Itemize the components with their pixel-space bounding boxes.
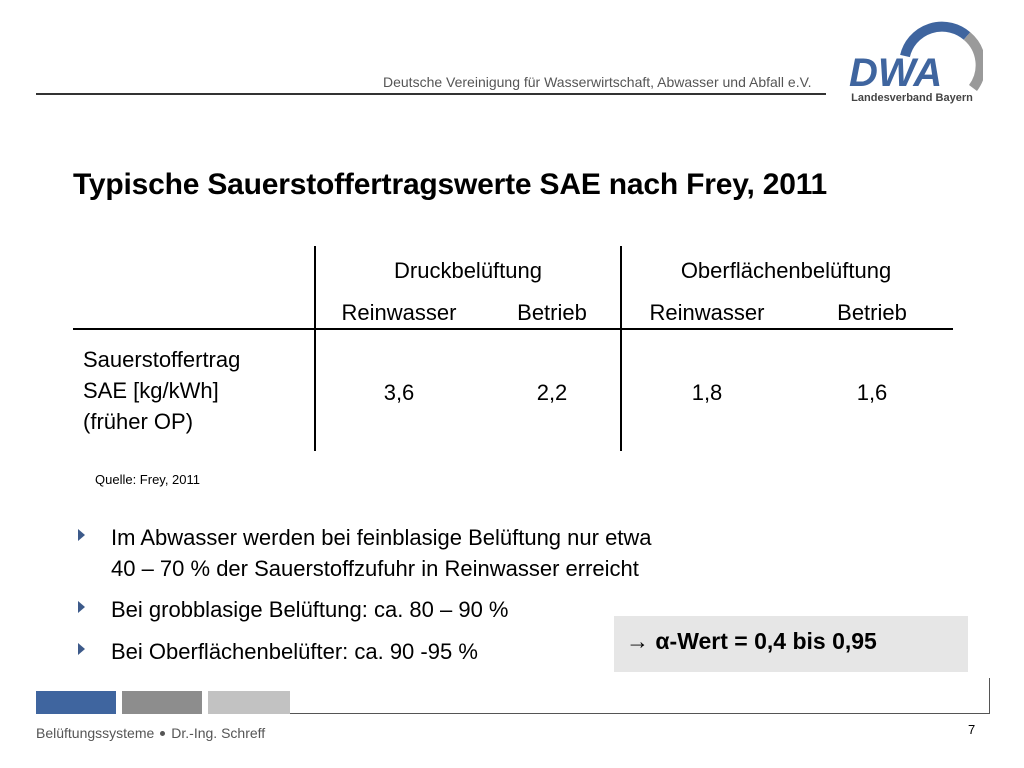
footer-bar-gray xyxy=(122,691,202,714)
source-note: Quelle: Frey, 2011 xyxy=(95,472,201,487)
row-label-line-2: SAE [kg/kWh] xyxy=(83,378,219,403)
logo-arc-gray xyxy=(963,32,983,92)
bullet-arrow-icon xyxy=(78,529,85,541)
footer-topic: Belüftungssysteme xyxy=(36,725,155,741)
value-ober-betrieb: 1,6 xyxy=(856,380,888,405)
table-header-rule xyxy=(73,328,953,330)
table-vline-2 xyxy=(620,246,622,451)
slide-title: Typische Sauerstoffertragswerte SAE nach… xyxy=(73,168,828,201)
value-druck-reinwasser: 3,6 xyxy=(383,380,415,405)
row-label-line-3: (früher OP) xyxy=(83,409,194,434)
bullet-arrow-icon xyxy=(78,643,85,655)
row-label-line-1: Sauerstoffertrag xyxy=(83,347,241,372)
group-header-druck: Druckbelüftung xyxy=(394,258,542,283)
bullet-1-line-1: Im Abwasser werden bei feinblasige Belüf… xyxy=(111,525,652,550)
bullet-3-text: Bei Oberflächenbelüfter: ca. 90 -95 % xyxy=(111,639,478,664)
footer-bar-blue xyxy=(36,691,116,714)
dwa-logo: DWA xyxy=(849,21,983,95)
bullet-1-line-2: 40 – 70 % der Sauerstoffzufuhr in Reinwa… xyxy=(111,556,639,581)
logo-arc-blue xyxy=(900,21,971,58)
table-vline-1 xyxy=(314,246,316,451)
footer-divider xyxy=(290,713,990,714)
value-ober-reinwasser: 1,8 xyxy=(691,380,723,405)
sae-table: Druckbelüftung Oberflächenbelüftung Rein… xyxy=(73,246,953,451)
subheader-betrieb-2: Betrieb xyxy=(837,300,907,325)
organization-name: Deutsche Vereinigung für Wasserwirtschaf… xyxy=(383,74,812,90)
logo-text: DWA xyxy=(849,51,942,95)
subheader-reinwasser-2: Reinwasser xyxy=(649,300,765,325)
bullet-arrow-icon xyxy=(78,601,85,613)
subheader-reinwasser-1: Reinwasser xyxy=(341,300,457,325)
subheader-betrieb-1: Betrieb xyxy=(517,300,587,325)
alpha-value-text: → α-Wert = 0,4 bis 0,95 xyxy=(626,628,877,654)
footer-right-divider xyxy=(989,678,990,714)
header-divider xyxy=(36,93,826,95)
page-number: 7 xyxy=(968,722,976,737)
value-druck-betrieb: 2,2 xyxy=(536,380,568,405)
footer-text: Belüftungssysteme Dr.-Ing. Schreff xyxy=(36,725,265,741)
bullet-2-text: Bei grobblasige Belüftung: ca. 80 – 90 % xyxy=(111,597,509,622)
footer-author: Dr.-Ing. Schreff xyxy=(171,725,266,741)
footer-bar-lightgray xyxy=(208,691,290,714)
group-header-oberflaeche: Oberflächenbelüftung xyxy=(680,258,892,283)
bullet-dot-icon xyxy=(160,730,166,736)
logo-subtitle: Landesverband Bayern xyxy=(851,92,973,104)
alpha-value-box: → α-Wert = 0,4 bis 0,95 xyxy=(614,616,968,672)
row-label: Sauerstoffertrag SAE [kg/kWh] (früher OP… xyxy=(83,344,240,437)
